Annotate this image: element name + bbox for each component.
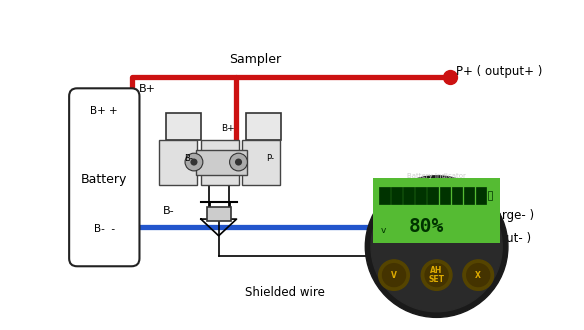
FancyBboxPatch shape [379,187,390,204]
FancyBboxPatch shape [464,187,474,204]
Circle shape [235,158,242,166]
Text: Battery: Battery [81,173,127,186]
Text: B+: B+ [221,124,234,133]
Text: P+ ( output+ ): P+ ( output+ ) [457,65,543,78]
Circle shape [190,158,197,166]
FancyBboxPatch shape [69,88,140,266]
Text: B+ +: B+ + [91,106,118,116]
Circle shape [421,260,452,290]
Circle shape [378,260,409,290]
FancyBboxPatch shape [196,150,248,175]
Text: V: V [391,271,397,280]
Circle shape [371,182,502,312]
FancyBboxPatch shape [159,141,197,185]
Circle shape [425,264,448,286]
FancyBboxPatch shape [201,141,238,185]
Text: B-: B- [185,154,193,163]
Text: B+: B+ [138,84,155,94]
Text: C- ( charge- ): C- ( charge- ) [457,209,534,222]
FancyBboxPatch shape [427,187,438,204]
Circle shape [185,153,203,171]
FancyBboxPatch shape [415,187,426,204]
Circle shape [467,264,490,286]
FancyBboxPatch shape [488,191,492,200]
FancyBboxPatch shape [391,187,402,204]
Circle shape [366,176,508,317]
Text: v: v [380,226,386,235]
Circle shape [230,153,248,171]
FancyBboxPatch shape [207,207,231,221]
FancyBboxPatch shape [440,187,450,204]
Text: B-: B- [164,206,175,216]
Text: Shielded wire: Shielded wire [245,286,325,299]
FancyBboxPatch shape [166,113,201,141]
Circle shape [383,264,405,286]
Text: AH
SET: AH SET [429,266,444,284]
Text: P- ( output- ): P- ( output- ) [457,232,531,245]
Text: B-  -: B- - [94,224,115,234]
Text: Battery Indicator: Battery Indicator [407,173,466,179]
Text: 80%: 80% [409,217,444,236]
FancyBboxPatch shape [476,187,486,204]
FancyBboxPatch shape [246,113,281,141]
Text: P-: P- [266,154,274,163]
FancyBboxPatch shape [242,141,280,185]
Text: Sampler: Sampler [230,53,281,66]
FancyBboxPatch shape [404,187,414,204]
FancyBboxPatch shape [451,187,463,204]
FancyBboxPatch shape [373,178,500,243]
Circle shape [463,260,493,290]
Text: X: X [475,271,481,280]
